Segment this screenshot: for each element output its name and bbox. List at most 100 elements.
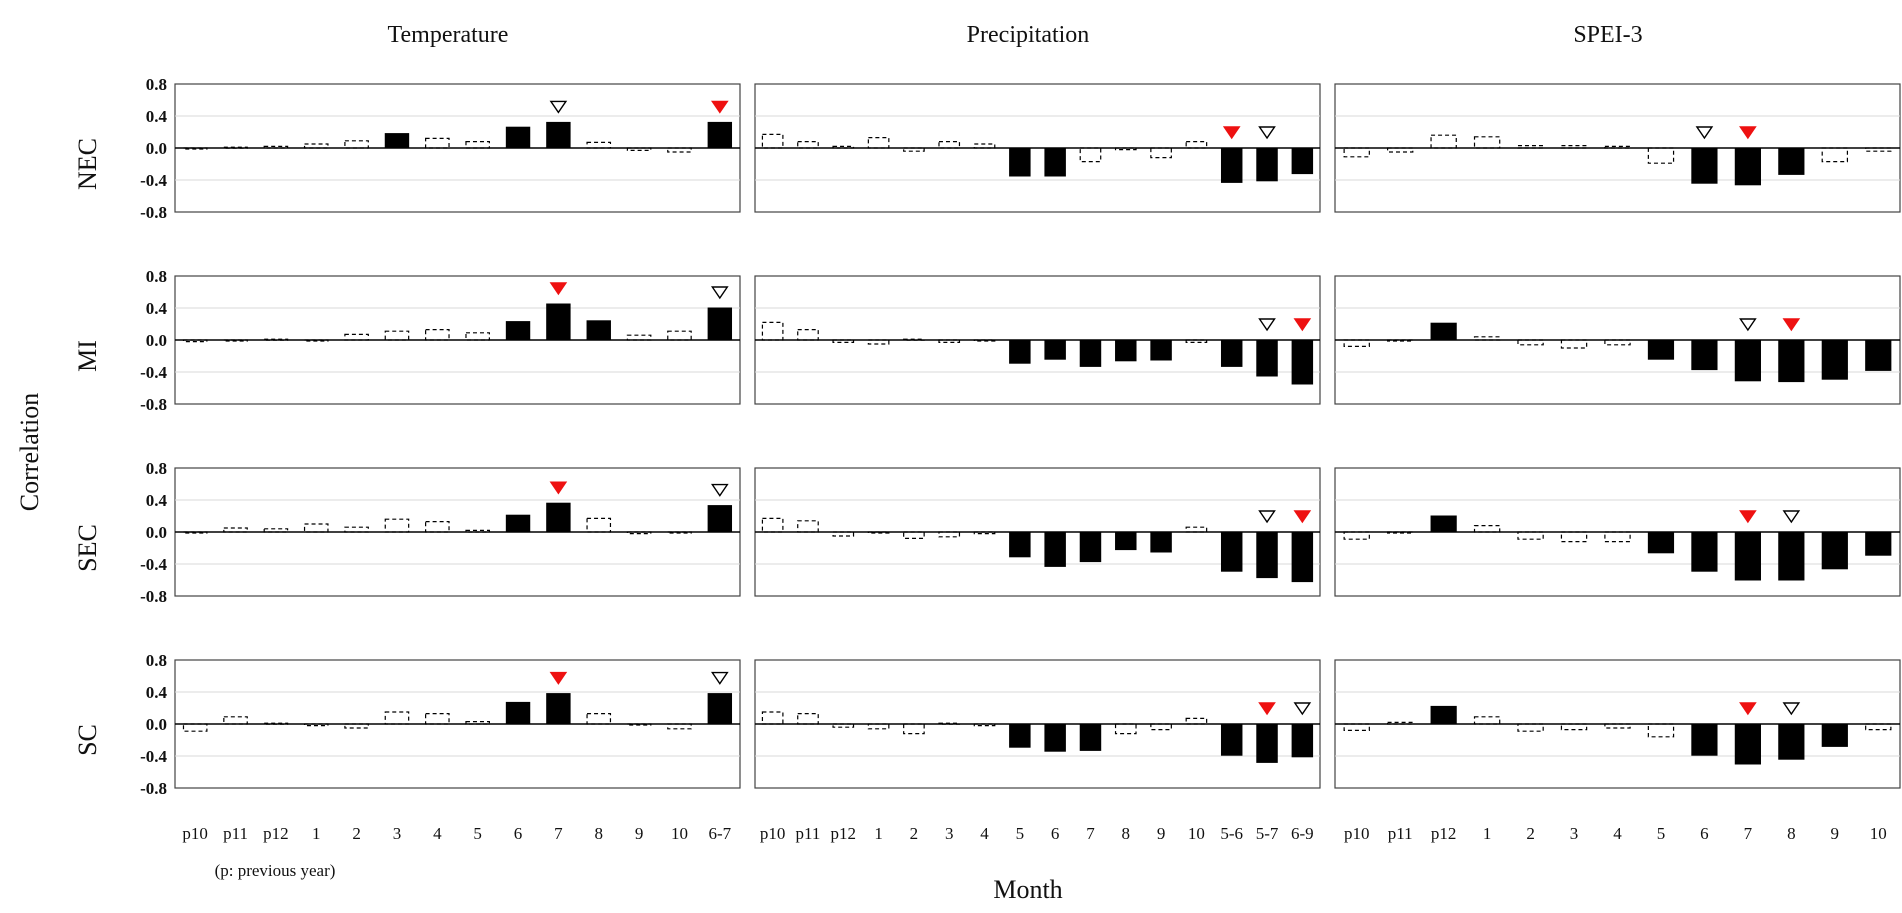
x-tick-label-p12: p12 [1431,824,1457,843]
x-tick-label-6: 6 [1051,824,1060,843]
x-tick-label-5: 5 [1016,824,1025,843]
panel-spei-3-nec [1334,83,1901,213]
bar-5 [465,141,490,149]
open-triangle-marker-8 [1782,702,1801,716]
x-tick-label-p10: p10 [182,824,208,843]
bar-6-7 [707,307,733,341]
bar-1 [867,137,890,149]
bar-6-9 [1291,147,1314,175]
bar-1 [1473,136,1501,149]
x-tick-label-p11: p11 [796,824,821,843]
x-tick-label-9: 9 [1831,824,1840,843]
bar-p11 [223,527,248,533]
bar-6 [1691,531,1718,572]
row-label-nec: NEC [73,138,102,190]
bar-5-6 [1220,147,1243,183]
bar-7 [546,303,571,341]
open-triangle-marker-8 [1782,510,1801,524]
panel-spei-3-sc [1334,659,1901,789]
filled-triangle-marker-6-9 [1293,510,1312,524]
panel-temperature-nec: 0.8 0.4 0.0 -0.4 -0.8 [140,75,741,222]
bar-7 [546,693,571,725]
x-tick-label-9: 9 [635,824,644,843]
bar-4 [425,137,450,149]
bar-2 [344,723,369,729]
bar-3 [1560,531,1588,543]
bar-p10 [1343,531,1370,540]
bar-10 [1185,141,1208,149]
x-tick-label-9: 9 [1157,824,1166,843]
bar-7 [546,121,571,149]
column-title-precipitation: Precipitation [967,22,1090,48]
x-tick-label-1: 1 [874,824,883,843]
bar-6 [1044,339,1066,360]
x-tick-label-p11: p11 [1388,824,1413,843]
bar-5 [1647,531,1675,554]
y-tick-label: 0.8 [146,75,167,94]
bar-7 [1079,339,1102,367]
bar-6 [505,126,531,149]
row-label-sc: SC [73,724,102,756]
y-tick-label: 0.8 [146,267,167,286]
y-tick-label: 0.4 [146,683,168,702]
bar-5 [465,332,490,341]
x-tick-label-8: 8 [1787,824,1796,843]
y-tick-label: 0.0 [146,715,167,734]
bar-6 [1691,723,1718,756]
bar-7 [1734,339,1761,382]
bar-2 [344,333,369,341]
bar-8 [1114,723,1137,735]
bar-9 [626,334,652,341]
bar-7 [1079,147,1102,163]
x-tick-label-3: 3 [945,824,954,843]
bar-8 [1778,723,1805,760]
y-tick-label: -0.4 [140,747,167,766]
y-axis-label: Correlation [15,393,44,511]
bar-p12 [1430,515,1457,533]
bar-p10 [761,517,784,533]
filled-triangle-marker-7 [549,282,568,296]
bar-2 [1517,145,1544,149]
bar-2 [1517,339,1544,346]
bar-9 [1150,531,1172,553]
bar-7 [1079,723,1102,751]
bar-8 [586,141,612,149]
bar-p11 [797,520,819,533]
x-tick-label-7: 7 [1086,824,1095,843]
bar-5-7 [1256,147,1278,182]
bar-5-7 [1256,339,1278,377]
bar-p11 [797,329,819,341]
bar-9 [626,531,652,535]
bar-1 [303,523,329,533]
bar-3 [938,531,961,538]
panels: 0.8 0.4 0.0 -0.4 -0.8 0.8 0.4 0.0 -0.4 -0.8 0.8 0.4… [140,75,1901,843]
x-tick-label-5: 5 [473,824,482,843]
bar-9 [626,147,652,152]
bar-p12 [1430,322,1457,341]
y-tick-label: -0.8 [140,395,167,414]
bar-2 [344,526,369,533]
bar-4 [425,329,450,341]
bar-p11 [223,716,248,725]
bar-5-6 [1220,723,1243,756]
x-tick-label-1: 1 [312,824,321,843]
x-tick-label-p12: p12 [263,824,289,843]
bar-5-6 [1220,339,1243,367]
open-triangle-marker-6-7 [710,671,729,685]
panel-temperature-mi: 0.8 0.4 0.0 -0.4 -0.8 [140,267,741,414]
filled-triangle-marker-5-7 [1258,702,1276,716]
bar-3 [384,133,410,149]
column-title-temperature: Temperature [388,22,509,48]
x-tick-label-2: 2 [910,824,919,843]
bar-5-7 [1256,531,1278,579]
bar-6 [1044,531,1066,567]
x-axis-label: Month [993,875,1062,904]
filled-triangle-marker-8 [1782,318,1801,332]
bar-p10 [761,133,784,149]
bar-p12 [1430,705,1457,725]
bar-3 [938,141,961,149]
bar-6-9 [1291,723,1314,758]
bar-10 [667,147,692,153]
y-tick-label: 0.0 [146,331,167,350]
y-tick-label: 0.4 [146,299,168,318]
